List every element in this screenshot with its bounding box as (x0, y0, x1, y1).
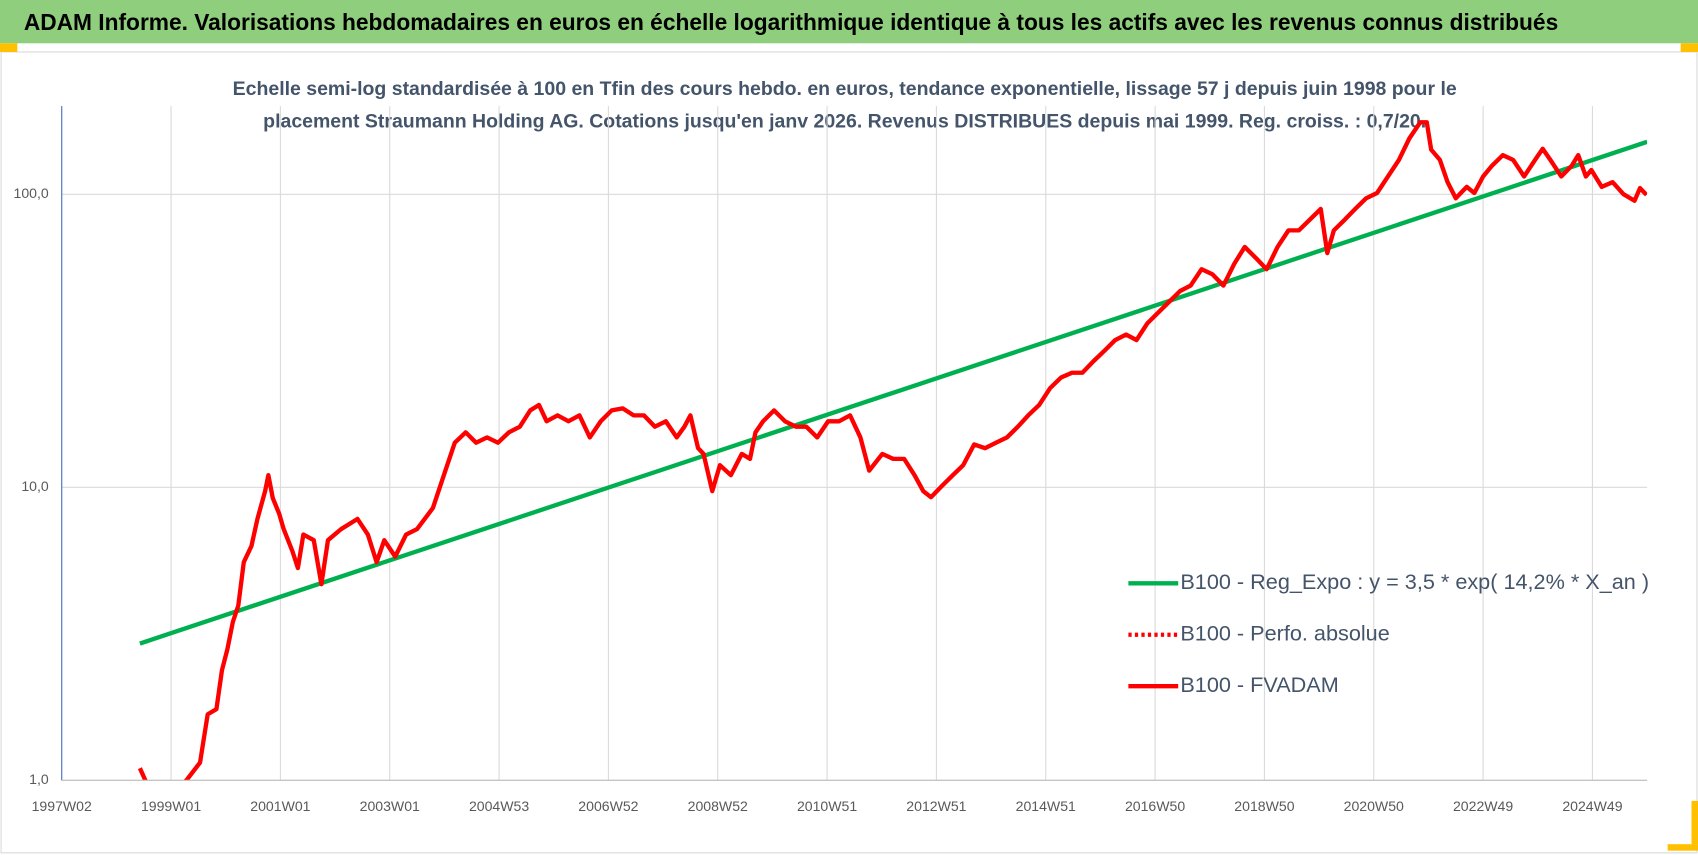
x-tick-label: 2016W50 (1125, 798, 1185, 814)
series-line (137, 120, 1648, 781)
x-tick-label: 1999W01 (141, 798, 201, 814)
plot-area (137, 120, 1648, 781)
x-tick-label: 2010W51 (797, 798, 857, 814)
x-tick-label: 2018W50 (1234, 798, 1294, 814)
legend-label: B100 - Reg_Expo : y = 3,5 * exp( 14,2% *… (1180, 569, 1649, 594)
legend: B100 - Reg_Expo : y = 3,5 * exp( 14,2% *… (1128, 569, 1649, 697)
corner-mark (1680, 43, 1698, 52)
series-line (139, 139, 1648, 646)
corner-mark (1691, 800, 1698, 845)
x-tick-label: 2004W53 (469, 798, 529, 814)
x-tick-label: 2024W49 (1562, 798, 1622, 814)
x-tick-label: 1997W02 (32, 798, 92, 814)
x-tick-label: 2022W49 (1453, 798, 1513, 814)
chart-title: ADAM Informe. Valorisations hebdomadaire… (24, 9, 1558, 35)
x-tick-label: 2020W50 (1344, 798, 1404, 814)
x-tick-label: 2014W51 (1016, 798, 1076, 814)
y-tick-label: 1,0 (29, 771, 49, 787)
corner-mark (1667, 844, 1698, 851)
x-tick-label: 2012W51 (906, 798, 966, 814)
legend-label: B100 - FVADAM (1180, 672, 1338, 697)
chart-subtitle: placement Straumann Holding AG. Cotation… (263, 110, 1426, 132)
x-tick-label: 2001W01 (250, 798, 310, 814)
x-tick-label: 2003W01 (360, 798, 420, 814)
x-tick-label: 2008W52 (688, 798, 748, 814)
legend-label: B100 - Perfo. absolue (1180, 620, 1389, 645)
chart-frame (0, 51, 1698, 854)
title-bar (0, 0, 1698, 44)
y-tick-label: 100,0 (14, 185, 49, 201)
corner-mark (0, 43, 18, 52)
chart-subtitle: Echelle semi-log standardisée à 100 en T… (233, 78, 1457, 100)
x-tick-label: 2006W52 (578, 798, 638, 814)
y-tick-label: 10,0 (21, 478, 49, 494)
axes: 1,0 10,0 100,0 1997W02 1999W01 2001W01 2003W01… (14, 106, 1648, 814)
